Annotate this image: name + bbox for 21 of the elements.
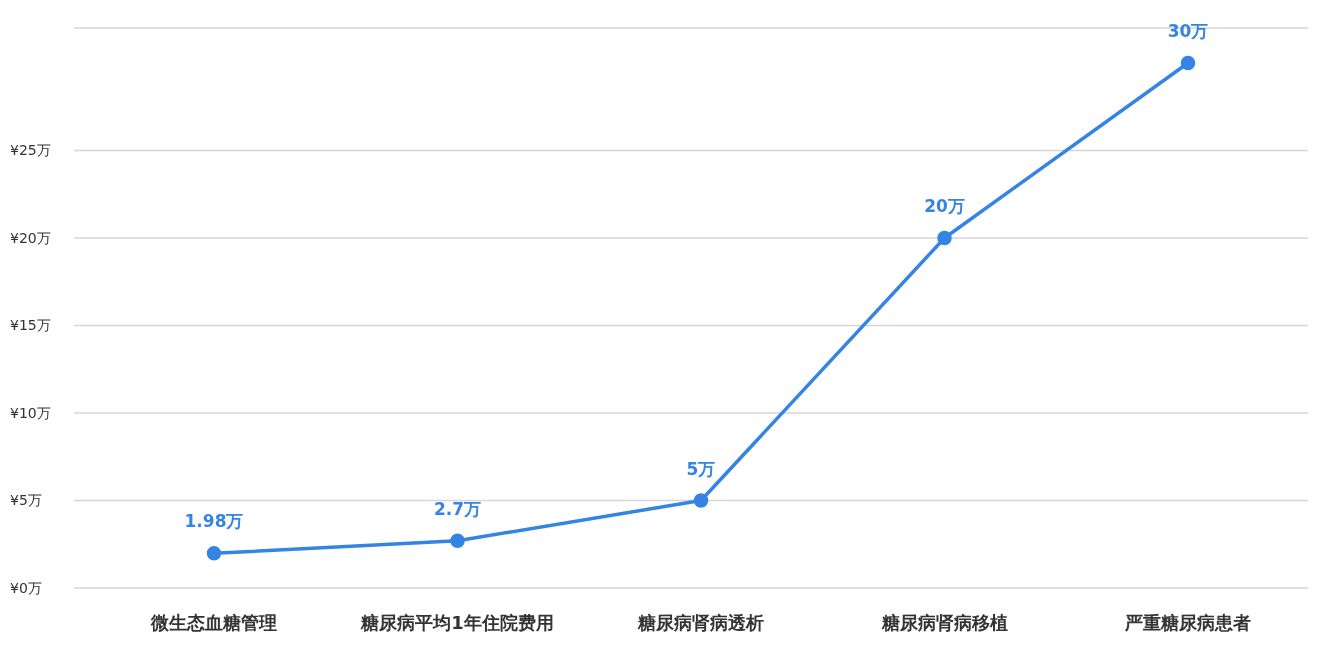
y-tick-label: ¥25万	[10, 142, 51, 159]
data-label: 5万	[686, 458, 716, 479]
y-tick-label: ¥20万	[10, 229, 51, 246]
x-tick-label: 糖尿病平均1年住院费用	[360, 611, 554, 633]
point	[206, 546, 222, 561]
x-tick-label: 微生态血糖管理	[150, 611, 277, 633]
x-tick-label: 糖尿病肾病透析	[637, 611, 764, 633]
y-tick-label: ¥15万	[10, 317, 51, 334]
y-tick-label: ¥10万	[10, 404, 51, 421]
data-label: 1.98万	[184, 511, 244, 532]
y-tick-label: ¥5万	[10, 492, 42, 509]
data-label: 2.7万	[433, 498, 482, 519]
point	[937, 230, 952, 246]
y-tick-label: ¥0万	[10, 579, 42, 596]
point	[1180, 55, 1196, 71]
data-label: 30万	[1167, 21, 1209, 41]
point	[450, 533, 465, 548]
x-tick-label: 严重糖尿病患者	[1124, 611, 1251, 633]
point	[693, 493, 709, 508]
x-tick-label: 糖尿病肾病移植	[880, 611, 1008, 633]
data-label: 20万	[924, 196, 965, 216]
